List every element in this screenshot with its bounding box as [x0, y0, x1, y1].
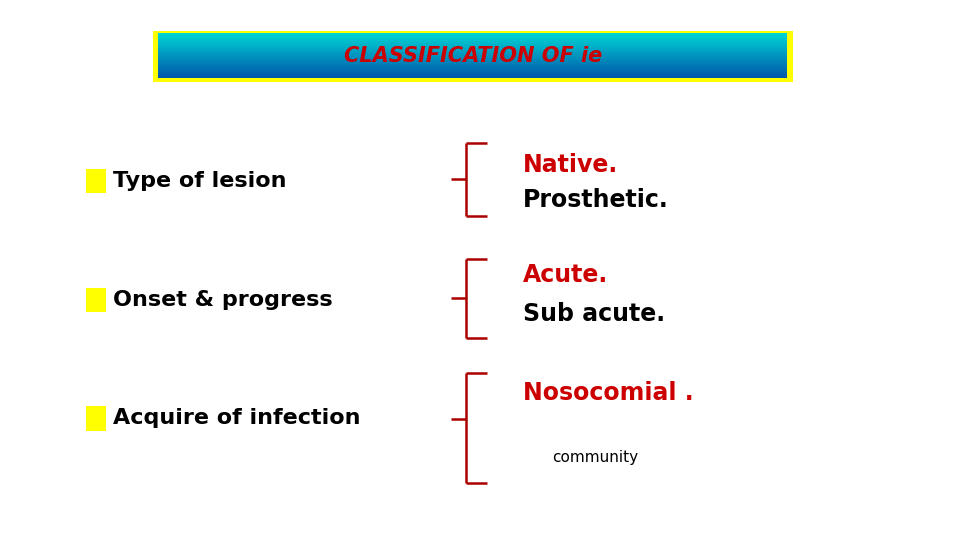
Text: Prosthetic.: Prosthetic.	[523, 188, 669, 212]
Bar	[158, 68, 787, 69]
Bar	[158, 36, 787, 38]
Text: Type of lesion: Type of lesion	[113, 171, 287, 191]
Bar	[158, 75, 787, 76]
Bar	[158, 60, 787, 62]
Bar	[158, 74, 787, 76]
Text: Native.: Native.	[523, 153, 618, 177]
FancyBboxPatch shape	[86, 406, 106, 431]
Bar	[158, 59, 787, 60]
Text: Sub acute.: Sub acute.	[523, 302, 665, 326]
Bar	[158, 42, 787, 44]
Bar	[158, 52, 787, 53]
Bar	[158, 76, 787, 77]
Bar	[158, 58, 787, 60]
Text: Acquire of infection: Acquire of infection	[113, 408, 361, 429]
Bar	[158, 72, 787, 73]
Text: CLASSIFICATION OF ie: CLASSIFICATION OF ie	[344, 46, 602, 66]
Bar	[158, 66, 787, 68]
Bar	[158, 50, 787, 51]
Bar	[158, 50, 787, 52]
Bar	[158, 61, 787, 62]
Bar	[158, 49, 787, 50]
Bar	[158, 68, 787, 70]
Bar	[158, 37, 787, 38]
Bar	[158, 33, 787, 35]
Bar	[158, 77, 787, 78]
Bar	[158, 36, 787, 37]
Bar	[158, 53, 787, 55]
Bar	[158, 76, 787, 78]
Text: Acute.: Acute.	[523, 264, 609, 287]
FancyBboxPatch shape	[86, 168, 106, 193]
Bar	[158, 70, 787, 71]
Bar	[158, 67, 787, 68]
Bar	[158, 63, 787, 64]
Bar	[158, 58, 787, 59]
Bar	[158, 45, 787, 46]
Bar	[158, 70, 787, 72]
Bar	[158, 46, 787, 48]
Bar	[158, 47, 787, 48]
Bar	[158, 53, 787, 54]
Bar	[158, 71, 787, 72]
Bar	[158, 42, 787, 43]
Bar	[158, 34, 787, 36]
Bar	[158, 55, 787, 56]
Bar	[158, 39, 787, 40]
Bar	[158, 43, 787, 44]
Bar	[158, 69, 787, 70]
Bar	[158, 64, 787, 66]
Text: Onset & progress: Onset & progress	[113, 289, 333, 310]
Bar	[158, 41, 787, 42]
Bar	[158, 45, 787, 46]
Bar	[158, 56, 787, 58]
Bar	[158, 51, 787, 52]
Bar	[158, 48, 787, 50]
Text: community: community	[552, 450, 638, 465]
Bar	[158, 62, 787, 63]
FancyBboxPatch shape	[153, 31, 793, 82]
Bar	[158, 44, 787, 45]
Bar	[158, 62, 787, 64]
Bar	[158, 72, 787, 74]
Text: Nosocomial .: Nosocomial .	[523, 381, 694, 405]
Bar	[158, 65, 787, 66]
Bar	[158, 40, 787, 42]
Bar	[158, 56, 787, 57]
FancyBboxPatch shape	[86, 287, 106, 312]
Bar	[158, 54, 787, 56]
Bar	[158, 48, 787, 49]
Bar	[158, 39, 787, 40]
Bar	[158, 57, 787, 58]
Bar	[158, 73, 787, 75]
Bar	[158, 38, 787, 39]
Bar	[158, 35, 787, 36]
Bar	[158, 64, 787, 65]
